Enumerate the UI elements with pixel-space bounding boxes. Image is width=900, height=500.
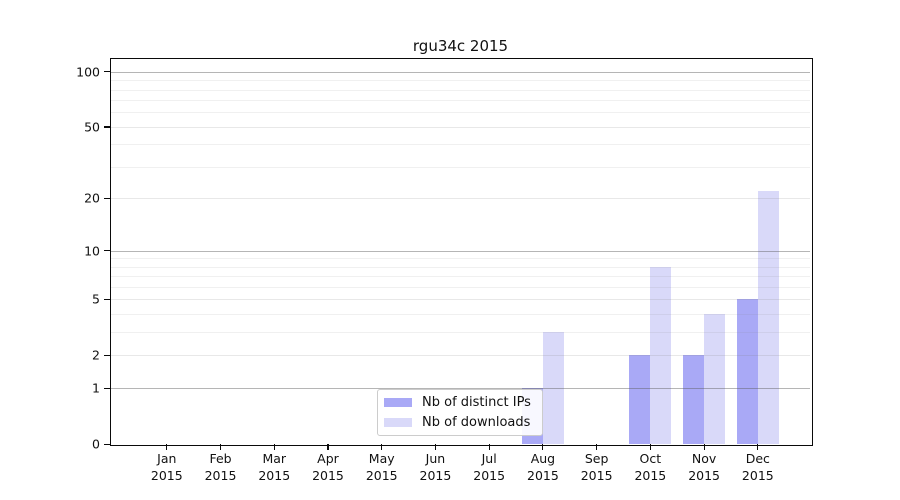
y-tick-label: 5 — [92, 291, 100, 307]
gridline-decade — [111, 388, 810, 390]
legend-label-downloads: Nb of downloads — [422, 415, 531, 430]
x-tick-mark — [381, 444, 383, 450]
x-tick-label-apr: Apr 2015 — [298, 451, 358, 484]
x-tick-label-aug: Aug 2015 — [513, 451, 573, 484]
x-tick-year: 2015 — [258, 467, 291, 483]
gridline-minor — [111, 276, 810, 278]
y-tick-mark — [104, 298, 110, 301]
bar-downloads-dec — [757, 191, 779, 444]
x-tick-mark — [273, 444, 275, 450]
x-tick-year: 2015 — [527, 467, 559, 483]
bar-distinct-ips-dec — [736, 299, 758, 444]
gridline-major — [111, 126, 810, 128]
gridline-minor — [111, 80, 810, 82]
x-tick-label-feb: Feb 2015 — [191, 451, 251, 484]
gridline-minor — [111, 112, 810, 114]
gridline-minor — [111, 100, 810, 102]
y-tick-mark — [104, 354, 110, 357]
chart-title: rgu34c 2015 — [412, 37, 509, 55]
gridline-minor — [111, 332, 810, 334]
y-tick-label: 10 — [84, 243, 100, 259]
bar-distinct-ips-oct — [629, 355, 651, 444]
legend: Nb of distinct IPs Nb of downloads — [377, 389, 543, 436]
x-tick-year: 2015 — [741, 467, 774, 483]
bar-downloads-nov — [704, 314, 726, 444]
x-tick-mark — [488, 444, 490, 450]
y-tick-mark — [104, 71, 110, 73]
y-tick-label: 0 — [92, 436, 100, 452]
x-tick-mark — [219, 444, 222, 450]
x-tick-label-mar: Mar 2015 — [244, 451, 304, 484]
y-tick-mark — [104, 443, 110, 445]
x-tick-year: 2015 — [204, 467, 237, 483]
gridline-minor — [111, 314, 810, 316]
y-tick-mark — [104, 126, 110, 128]
bar-downloads-oct — [650, 266, 672, 444]
gridline-major — [111, 198, 810, 200]
x-tick-label-jul: Jul 2015 — [459, 451, 519, 484]
x-tick-mark — [757, 444, 759, 450]
x-tick-year: 2015 — [634, 467, 667, 483]
y-tick-label: 20 — [84, 190, 100, 206]
x-tick-mark — [166, 444, 168, 450]
gridline-decade — [111, 250, 810, 252]
legend-swatch-distinct-ips — [384, 398, 412, 407]
x-tick-mark — [542, 444, 544, 450]
bar-downloads-aug — [542, 332, 564, 444]
x-tick-year: 2015 — [312, 467, 344, 483]
gridline-minor — [111, 258, 810, 260]
y-tick-label: 50 — [84, 119, 100, 135]
x-tick-year: 2015 — [580, 467, 613, 483]
legend-row-downloads: Nb of downloads — [384, 414, 536, 431]
x-tick-year: 2015 — [688, 467, 720, 483]
x-tick-mark — [703, 444, 705, 450]
legend-row-distinct-ips: Nb of distinct IPs — [384, 394, 536, 411]
x-tick-mark — [327, 444, 329, 450]
gridline-minor — [111, 144, 810, 146]
x-tick-label-oct: Oct 2015 — [620, 451, 680, 484]
x-tick-year: 2015 — [365, 467, 398, 483]
x-tick-mark — [649, 444, 651, 450]
legend-label-distinct-ips: Nb of distinct IPs — [422, 395, 531, 410]
bar-distinct-ips-nov — [683, 355, 705, 444]
gridline-major — [111, 355, 810, 357]
x-tick-year: 2015 — [419, 467, 452, 483]
gridline-minor — [111, 266, 810, 268]
x-tick-label-may: May 2015 — [352, 451, 412, 484]
y-tick-mark — [104, 387, 110, 389]
y-tick-label: 1 — [92, 380, 100, 396]
x-tick-label-jun: Jun 2015 — [405, 451, 465, 484]
y-tick-mark — [104, 250, 110, 252]
y-tick-mark — [104, 197, 110, 200]
gridline-decade — [111, 71, 810, 73]
legend-swatch-downloads — [384, 418, 412, 427]
x-tick-mark — [596, 444, 598, 450]
x-tick-year: 2015 — [150, 467, 183, 483]
x-tick-label-dec: Dec 2015 — [728, 451, 788, 484]
x-tick-mark — [434, 444, 437, 450]
gridline-major — [111, 299, 810, 301]
x-tick-label-jan: Jan 2015 — [137, 451, 197, 484]
y-tick-label: 100 — [76, 64, 100, 80]
gridline-minor — [111, 287, 810, 289]
y-tick-label: 2 — [92, 347, 100, 363]
x-tick-label-nov: Nov 2015 — [674, 451, 734, 484]
gridline-minor — [111, 166, 810, 168]
x-tick-year: 2015 — [473, 467, 506, 483]
x-tick-label-sep: Sep 2015 — [567, 451, 627, 484]
gridline-minor — [111, 89, 810, 91]
